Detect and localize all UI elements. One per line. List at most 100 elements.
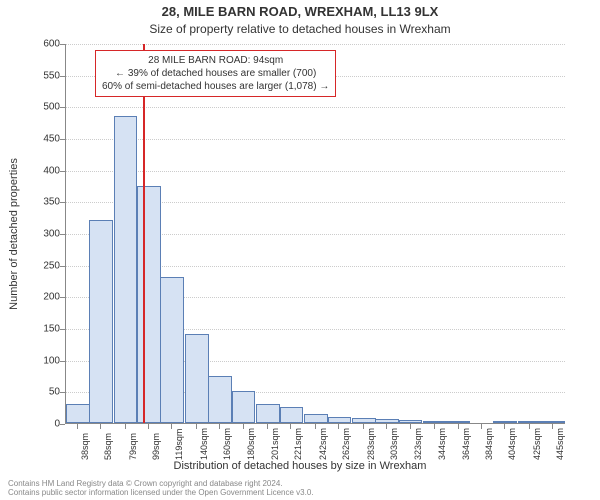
ytick-label: 300 bbox=[25, 229, 60, 240]
xtick-label: 344sqm bbox=[437, 428, 447, 460]
histogram-bar bbox=[328, 417, 352, 423]
xtick-label: 445sqm bbox=[555, 428, 565, 460]
grid-line bbox=[66, 171, 565, 172]
xtick-mark bbox=[171, 424, 172, 429]
xtick-label: 180sqm bbox=[246, 428, 256, 460]
histogram-bar bbox=[541, 421, 565, 423]
xtick-label: 404sqm bbox=[507, 428, 517, 460]
histogram-bar bbox=[66, 404, 90, 423]
xtick-mark bbox=[315, 424, 316, 429]
annotation-line: ← 39% of detached houses are smaller (70… bbox=[102, 67, 329, 80]
ytick-mark bbox=[60, 44, 65, 45]
chart-title: 28, MILE BARN ROAD, WREXHAM, LL13 9LX bbox=[0, 4, 600, 19]
grid-line bbox=[66, 44, 565, 45]
xtick-label: 38sqm bbox=[80, 433, 90, 460]
xtick-mark bbox=[338, 424, 339, 429]
histogram-bar bbox=[352, 418, 376, 423]
ytick-label: 350 bbox=[25, 197, 60, 208]
xtick-mark bbox=[100, 424, 101, 429]
xtick-label: 79sqm bbox=[128, 433, 138, 460]
histogram-bar bbox=[256, 404, 280, 423]
xtick-mark bbox=[481, 424, 482, 429]
ytick-mark bbox=[60, 76, 65, 77]
histogram-bar bbox=[518, 421, 542, 423]
annotation-line: 60% of semi-detached houses are larger (… bbox=[102, 80, 329, 93]
xtick-mark bbox=[148, 424, 149, 429]
annotation-line: 28 MILE BARN ROAD: 94sqm bbox=[102, 54, 329, 67]
xtick-mark bbox=[196, 424, 197, 429]
xtick-label: 283sqm bbox=[366, 428, 376, 460]
y-axis-label: Number of detached properties bbox=[8, 158, 20, 310]
ytick-label: 500 bbox=[25, 102, 60, 113]
xtick-mark bbox=[529, 424, 530, 429]
ytick-mark bbox=[60, 171, 65, 172]
histogram-bar bbox=[160, 277, 184, 423]
histogram-bar bbox=[185, 334, 209, 423]
xtick-mark bbox=[386, 424, 387, 429]
annotation-box: 28 MILE BARN ROAD: 94sqm← 39% of detache… bbox=[95, 50, 336, 97]
ytick-label: 200 bbox=[25, 292, 60, 303]
xtick-label: 99sqm bbox=[151, 433, 161, 460]
xtick-mark bbox=[410, 424, 411, 429]
xtick-mark bbox=[458, 424, 459, 429]
xtick-label: 425sqm bbox=[532, 428, 542, 460]
xtick-label: 364sqm bbox=[461, 428, 471, 460]
xtick-mark bbox=[290, 424, 291, 429]
histogram-bar bbox=[304, 414, 328, 424]
xtick-label: 221sqm bbox=[293, 428, 303, 460]
ytick-label: 0 bbox=[25, 419, 60, 430]
xtick-mark bbox=[243, 424, 244, 429]
xtick-label: 201sqm bbox=[270, 428, 280, 460]
grid-line bbox=[66, 107, 565, 108]
ytick-mark bbox=[60, 361, 65, 362]
xtick-label: 242sqm bbox=[318, 428, 328, 460]
ytick-mark bbox=[60, 297, 65, 298]
xtick-mark bbox=[219, 424, 220, 429]
ytick-mark bbox=[60, 202, 65, 203]
xtick-mark bbox=[77, 424, 78, 429]
chart-container: 28, MILE BARN ROAD, WREXHAM, LL13 9LX Si… bbox=[0, 0, 600, 500]
histogram-bar bbox=[375, 419, 399, 423]
ytick-mark bbox=[60, 107, 65, 108]
chart-subtitle: Size of property relative to detached ho… bbox=[0, 22, 600, 36]
histogram-bar bbox=[447, 421, 471, 423]
ytick-mark bbox=[60, 139, 65, 140]
footer-attribution: Contains HM Land Registry data © Crown c… bbox=[8, 480, 314, 498]
histogram-bar bbox=[89, 220, 113, 423]
histogram-bar bbox=[493, 421, 517, 423]
ytick-label: 250 bbox=[25, 260, 60, 271]
xtick-label: 384sqm bbox=[484, 428, 494, 460]
histogram-bar bbox=[232, 391, 256, 423]
ytick-label: 150 bbox=[25, 324, 60, 335]
xtick-mark bbox=[434, 424, 435, 429]
footer-line-2: Contains public sector information licen… bbox=[8, 489, 314, 498]
ytick-mark bbox=[60, 234, 65, 235]
xtick-label: 323sqm bbox=[413, 428, 423, 460]
plot-area bbox=[65, 44, 565, 424]
ytick-label: 550 bbox=[25, 70, 60, 81]
xtick-mark bbox=[267, 424, 268, 429]
ytick-mark bbox=[60, 329, 65, 330]
histogram-bar bbox=[423, 421, 447, 423]
ytick-label: 400 bbox=[25, 165, 60, 176]
histogram-bar bbox=[399, 420, 423, 423]
ytick-label: 450 bbox=[25, 134, 60, 145]
ytick-label: 600 bbox=[25, 39, 60, 50]
xtick-label: 140sqm bbox=[199, 428, 209, 460]
histogram-bar bbox=[208, 376, 232, 424]
x-axis-label: Distribution of detached houses by size … bbox=[0, 460, 600, 472]
histogram-bar bbox=[137, 186, 161, 424]
xtick-label: 58sqm bbox=[103, 433, 113, 460]
ytick-mark bbox=[60, 392, 65, 393]
histogram-bar bbox=[280, 407, 304, 423]
ytick-label: 50 bbox=[25, 387, 60, 398]
xtick-label: 262sqm bbox=[341, 428, 351, 460]
xtick-mark bbox=[363, 424, 364, 429]
xtick-mark bbox=[504, 424, 505, 429]
xtick-mark bbox=[552, 424, 553, 429]
reference-line bbox=[143, 44, 145, 423]
grid-line bbox=[66, 139, 565, 140]
ytick-mark bbox=[60, 424, 65, 425]
ytick-mark bbox=[60, 266, 65, 267]
histogram-bar bbox=[114, 116, 138, 423]
